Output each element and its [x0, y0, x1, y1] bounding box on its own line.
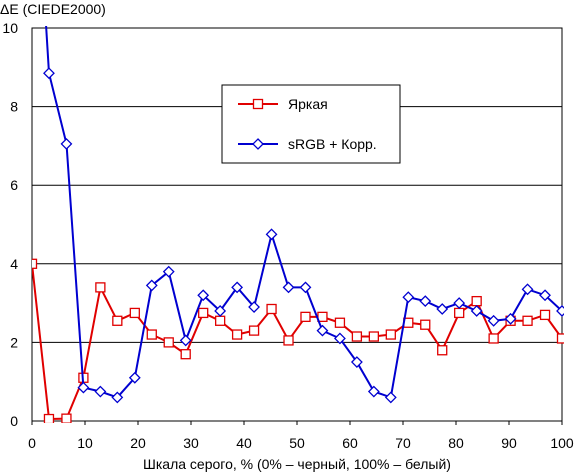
data-point: [112, 315, 123, 326]
y-tick-label: 4: [10, 256, 18, 272]
data-point: [437, 345, 448, 356]
data-point: [61, 413, 72, 423]
y-axis-label: ΔE (CIEDE2000): [0, 1, 106, 17]
data-point: [282, 281, 295, 294]
data-point: [145, 279, 158, 292]
data-point: [163, 337, 174, 348]
data-point: [556, 305, 564, 317]
x-tick-label: 70: [395, 435, 411, 451]
data-point: [300, 311, 311, 323]
x-tick-label: 60: [342, 435, 358, 451]
data-point: [283, 335, 294, 346]
data-point: [368, 331, 380, 342]
data-point: [129, 307, 140, 319]
data-point: [436, 303, 449, 315]
data-point: [316, 324, 329, 337]
data-point: [522, 315, 533, 326]
legend-label: Яркая: [288, 96, 328, 112]
data-point: [111, 391, 124, 404]
data-point: [384, 391, 397, 404]
data-point: [454, 307, 465, 319]
legend-marker: [252, 98, 264, 110]
data-point: [128, 371, 141, 384]
series-1: [32, 258, 564, 423]
data-point: [32, 258, 38, 269]
data-point: [470, 305, 483, 317]
x-tick-label: 50: [289, 435, 305, 451]
data-point: [77, 381, 90, 394]
data-point: [385, 329, 396, 340]
data-point: [453, 297, 466, 310]
data-point: [214, 315, 226, 326]
data-point: [539, 289, 551, 302]
series-2: [43, 26, 564, 404]
data-point: [60, 138, 73, 150]
data-point: [488, 333, 499, 344]
x-axis-label: Шкала серого, % (0% – черный, 100% – бел…: [143, 456, 451, 472]
data-point: [334, 332, 346, 345]
y-tick-label: 6: [10, 177, 18, 193]
data-point: [367, 385, 380, 398]
data-point: [231, 281, 244, 294]
legend-marker: [252, 138, 264, 150]
data-point: [214, 305, 227, 317]
plot-frame: [31, 27, 563, 422]
data-point: [43, 413, 55, 423]
data-point: [539, 309, 551, 321]
data-point: [146, 329, 157, 340]
data-point: [266, 303, 277, 315]
data-point: [162, 265, 175, 278]
data-point: [231, 329, 243, 340]
x-tick-label: 100: [550, 435, 574, 451]
x-tick-label: 10: [77, 435, 93, 451]
series-line: [45, 26, 563, 399]
data-point: [402, 291, 415, 304]
data-point: [419, 295, 432, 308]
data-point: [504, 312, 517, 325]
x-tick-label: 80: [448, 435, 464, 451]
data-point: [179, 334, 192, 347]
y-tick-label: 0: [10, 413, 18, 429]
data-point: [248, 325, 260, 336]
data-point: [265, 228, 278, 241]
y-tick-label: 2: [10, 334, 18, 350]
legend-label: sRGB + Корр.: [288, 136, 377, 152]
data-point: [197, 289, 210, 302]
x-tick-label: 20: [130, 435, 146, 451]
x-tick-label: 0: [28, 435, 36, 451]
x-tick-label: 40: [236, 435, 252, 451]
data-point: [198, 307, 209, 319]
data-point: [180, 349, 191, 360]
y-tick-label: 10: [2, 20, 18, 36]
series-layer: [32, 26, 564, 423]
data-point: [248, 301, 260, 313]
data-point: [420, 319, 431, 330]
data-point: [471, 295, 482, 307]
data-point: [94, 385, 107, 398]
legend: Яркая sRGB + Корр.: [221, 84, 401, 164]
data-point: [556, 333, 564, 344]
data-point: [521, 283, 534, 296]
data-point: [299, 281, 312, 294]
data-point: [334, 317, 346, 328]
data-point: [487, 314, 500, 327]
data-point: [43, 67, 55, 80]
x-tick-label: 90: [501, 435, 517, 451]
data-point: [95, 282, 106, 293]
data-point: [350, 356, 363, 368]
x-ticks: 0 10 20 30 40 50 60 70 80 90 100: [28, 421, 574, 451]
data-point: [351, 331, 363, 342]
y-tick-label: 8: [10, 99, 18, 115]
y-ticks: 0 2 4 6 8 10: [2, 20, 18, 429]
legend-box: [221, 84, 401, 164]
x-tick-label: 30: [183, 435, 199, 451]
